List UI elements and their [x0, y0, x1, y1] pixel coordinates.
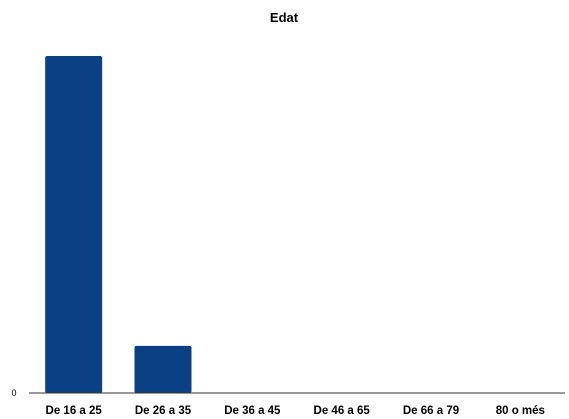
x-tick-label-4: De 46 a 65 — [314, 405, 371, 417]
x-tick-label-1: De 16 a 25 — [46, 405, 103, 417]
bar-1 — [45, 56, 103, 393]
x-tick-label-2: De 26 a 35 — [135, 405, 192, 417]
chart-title: Edat — [270, 10, 299, 25]
bars-layer — [45, 56, 192, 393]
y-tick-label-0: 0 — [11, 388, 16, 398]
x-ticks-layer: De 16 a 25 De 26 a 35 De 36 a 45 De 46 a 65… — [46, 405, 545, 417]
x-tick-label-6: 80 o més — [496, 405, 545, 417]
bar-2 — [134, 345, 192, 393]
x-tick-label-3: De 36 a 45 — [224, 405, 281, 417]
x-tick-label-5: De 66 a 79 — [403, 405, 459, 417]
